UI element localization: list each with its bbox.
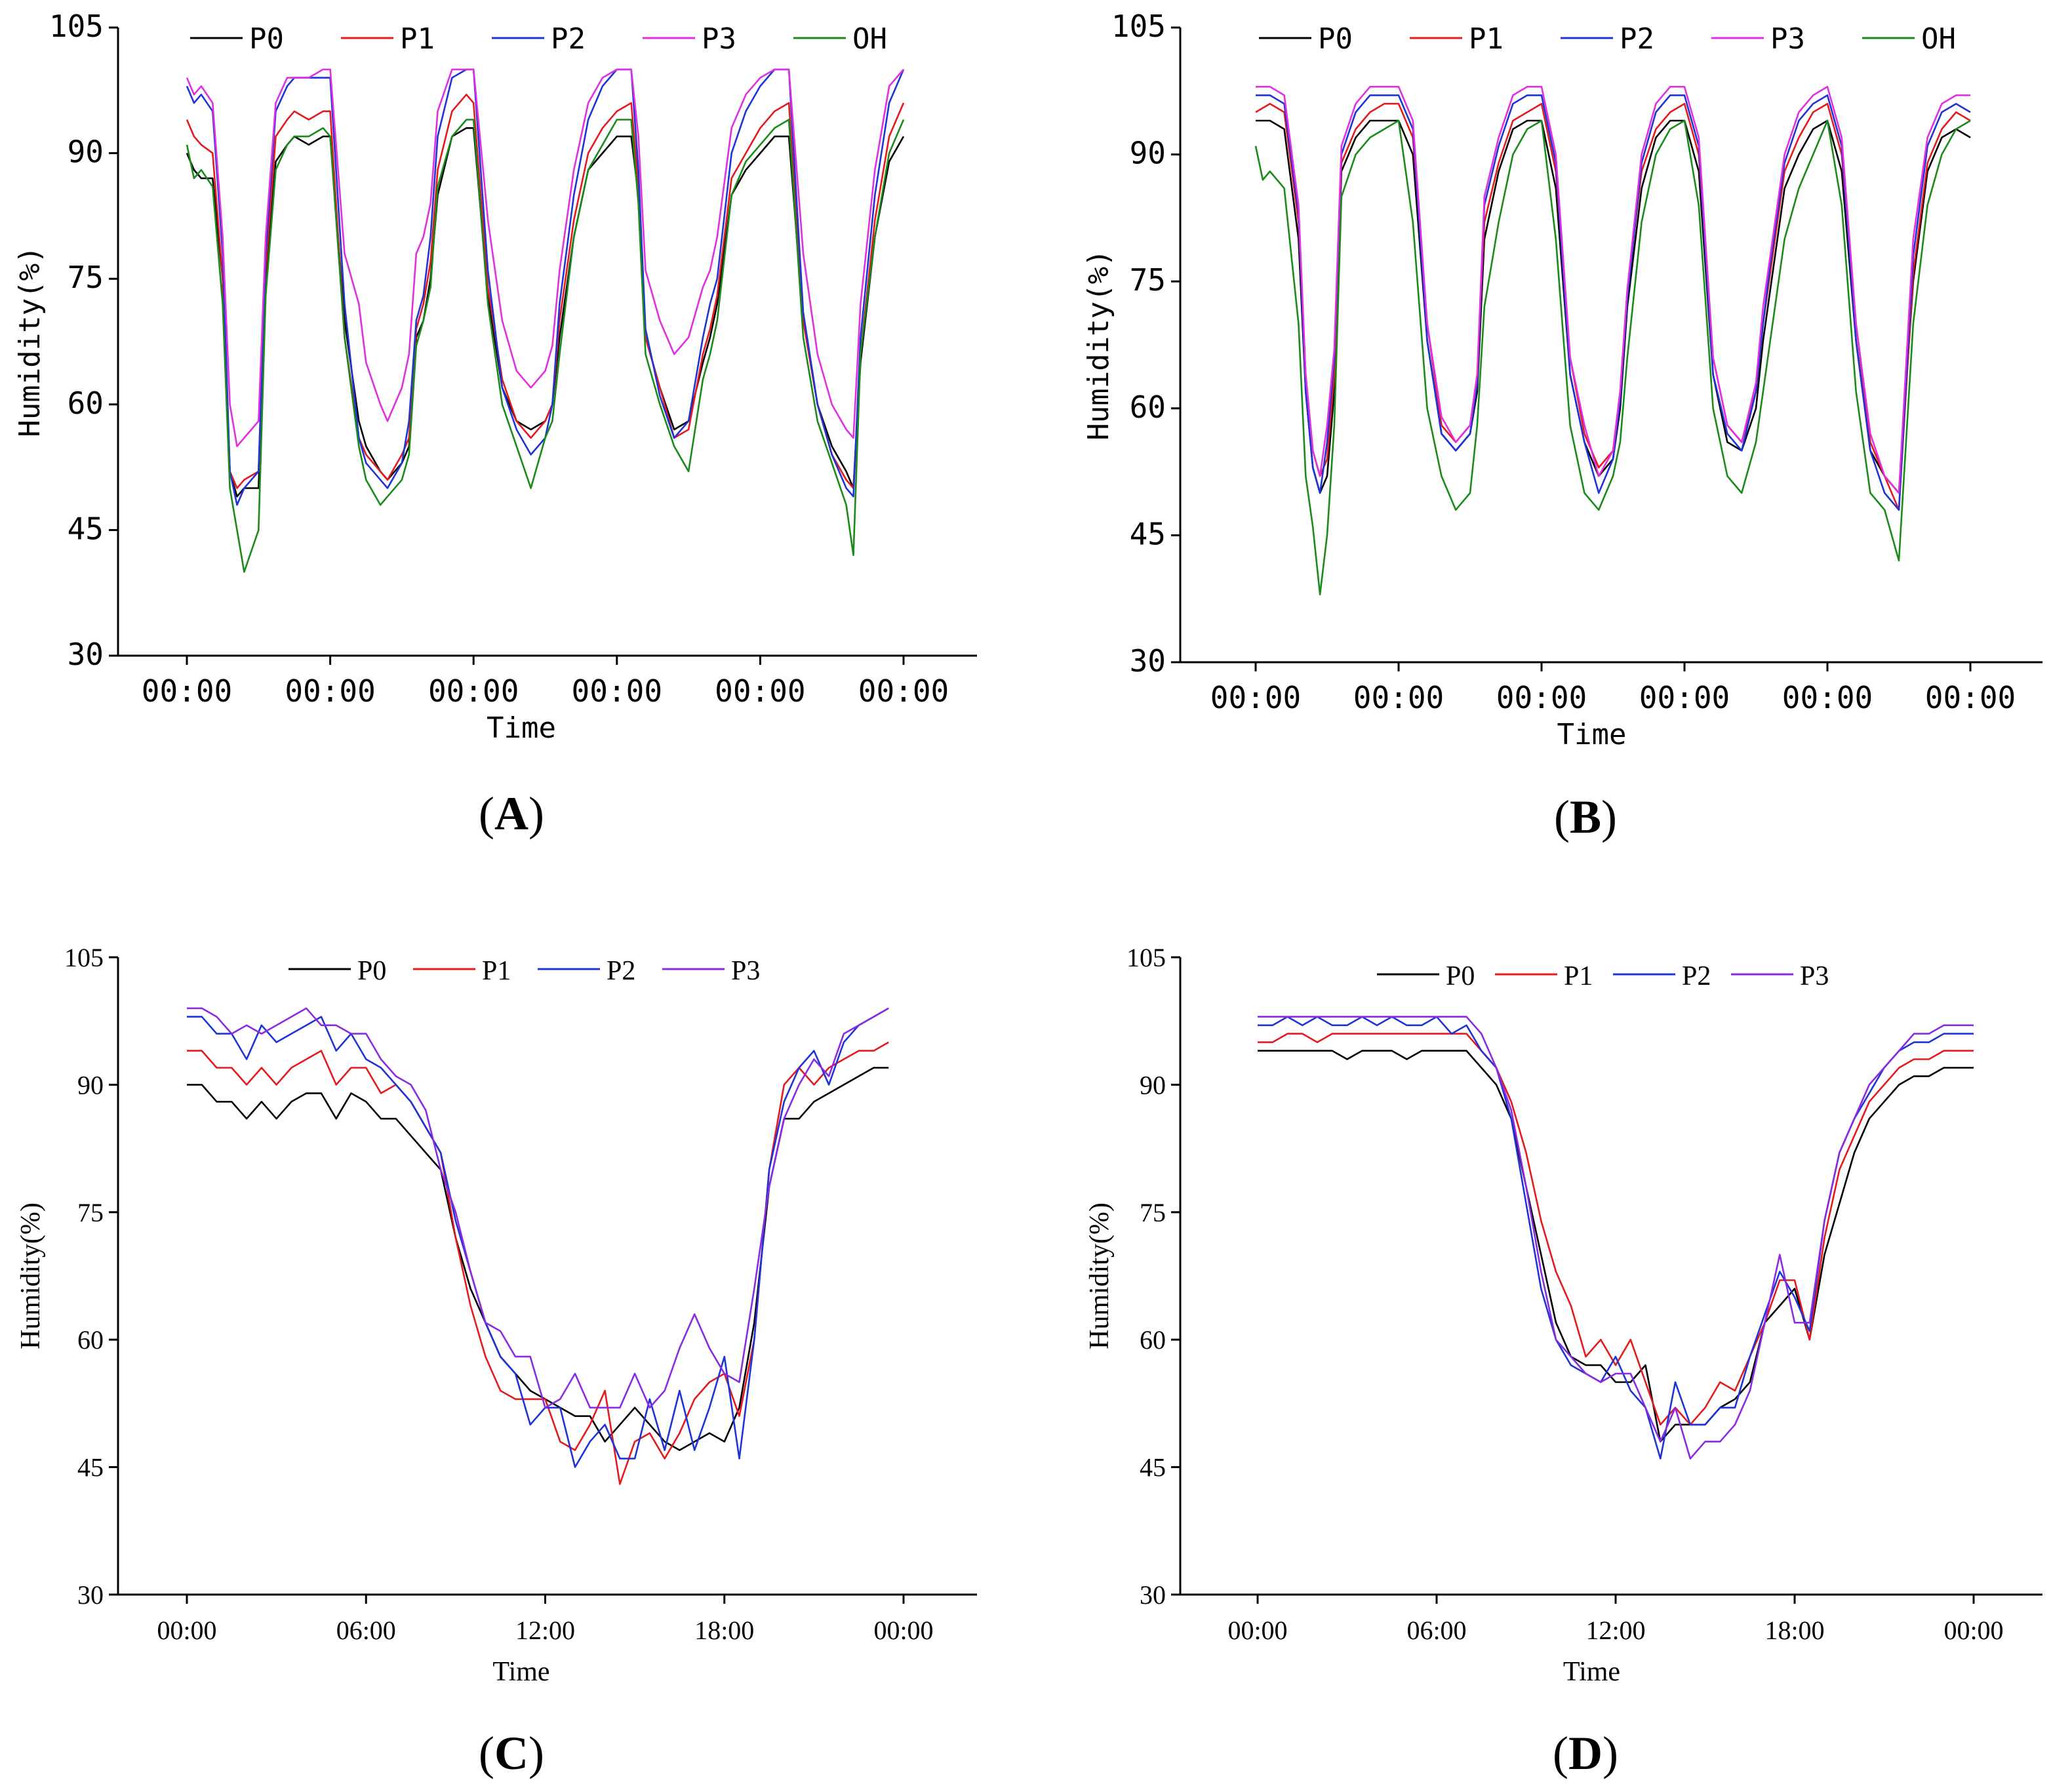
- series-line-p0: [1258, 1050, 1974, 1442]
- x-tick-label: 18:00: [1764, 1616, 1824, 1645]
- legend-label-p0: P0: [1318, 22, 1353, 56]
- chart-panel-c: 30 45 60 75 90 105 00:00 06:00 12:00 18:00 00:00 Ti…: [16, 943, 977, 1779]
- y-tick-label: 60: [68, 386, 104, 421]
- x-tick-label: 12:00: [515, 1616, 575, 1645]
- y-tick-label: 45: [1130, 516, 1166, 551]
- y-tick-label: 30: [68, 637, 104, 672]
- x-tick-label: 00:00: [1353, 680, 1444, 715]
- legend-label-p1: P1: [400, 22, 435, 56]
- x-tick-label: 00:00: [428, 673, 519, 709]
- y-tick-label: 45: [1140, 1453, 1166, 1482]
- chart-panel-b: 30 45 60 75 90 105 00:00 00:00 00:00 00:00 00:00 00…: [1082, 9, 2042, 843]
- x-tick-label: 00:00: [157, 1616, 216, 1645]
- legend-label-p3: P3: [731, 956, 760, 986]
- y-tick-label: 45: [77, 1453, 104, 1482]
- y-tick-label: 105: [49, 9, 104, 44]
- x-tick-label: 18:00: [694, 1616, 754, 1645]
- series-line-p2: [1256, 94, 1971, 511]
- series-line-p1: [186, 93, 905, 489]
- y-tick-label: 105: [1126, 943, 1166, 972]
- x-tick-label: 00:00: [285, 673, 375, 709]
- x-tick-label: 00:00: [142, 673, 232, 709]
- y-tick-label: 75: [68, 260, 104, 295]
- x-tick-label: 00:00: [873, 1616, 933, 1645]
- series-line-p2: [186, 68, 905, 506]
- y-tick-label: 60: [77, 1325, 104, 1355]
- series-line-p3: [187, 1007, 889, 1409]
- series-line-p2: [187, 1007, 889, 1468]
- legend-label-p2: P2: [607, 956, 635, 986]
- y-tick-label: 105: [64, 943, 104, 972]
- y-tick-label: 75: [77, 1198, 104, 1227]
- series-line-oh: [1254, 119, 1971, 596]
- legend-label-p0: P0: [249, 22, 284, 56]
- series-line-p3: [1258, 1016, 1974, 1460]
- legend-label-oh: OH: [852, 22, 887, 56]
- x-tick-label: 06:00: [336, 1616, 396, 1645]
- legend-label-p0: P0: [357, 956, 386, 986]
- legend-label-p3: P3: [1800, 961, 1829, 991]
- y-axis-title: Humidity(%): [1085, 1202, 1115, 1349]
- y-axis-title: Humidity(%): [1082, 249, 1115, 440]
- x-axis-title: Time: [487, 711, 556, 745]
- y-tick-label: 90: [1140, 1070, 1166, 1100]
- series-line-p1: [1258, 1033, 1974, 1426]
- series-line-p0: [186, 127, 905, 498]
- panel-label: (B): [1554, 791, 1617, 843]
- y-tick-label: 30: [1140, 1580, 1166, 1610]
- y-tick-label: 60: [1130, 389, 1166, 425]
- series-line-p2: [1258, 1016, 1974, 1460]
- panel-label: (C): [479, 1727, 544, 1779]
- legend-label-p2: P2: [1620, 22, 1654, 56]
- x-tick-label: 00:00: [572, 673, 662, 709]
- legend-label-p2: P2: [1682, 961, 1711, 991]
- series-line-p1: [1255, 102, 1971, 511]
- series-line-p3: [186, 68, 904, 448]
- legend-label-p2: P2: [551, 22, 586, 56]
- legend-label-p1: P1: [482, 956, 511, 986]
- legend-label-oh: OH: [1921, 22, 1956, 56]
- chart-panel-a: 30 45 60 75 90 105 00:00 00:00 00:00 00:00 00:00 00…: [13, 9, 977, 840]
- legend-label-p3: P3: [702, 22, 736, 56]
- panel-label: (D): [1553, 1727, 1618, 1779]
- x-tick-label: 00:00: [1496, 680, 1587, 715]
- legend-label-p3: P3: [1770, 22, 1805, 56]
- x-tick-label: 00:00: [1925, 680, 2016, 715]
- y-tick-label: 45: [68, 511, 104, 546]
- y-tick-label: 30: [1130, 643, 1166, 679]
- y-tick-label: 90: [1130, 136, 1166, 171]
- x-tick-label: 12:00: [1585, 1616, 1645, 1645]
- x-axis-title: Time: [1557, 718, 1627, 751]
- y-tick-label: 90: [77, 1070, 104, 1100]
- y-tick-label: 75: [1130, 262, 1166, 298]
- x-tick-label: 00:00: [1943, 1616, 2003, 1645]
- x-tick-label: 00:00: [1227, 1616, 1287, 1645]
- x-axis-title: Time: [1563, 1657, 1620, 1687]
- y-tick-label: 105: [1111, 9, 1166, 44]
- panel-label: (A): [479, 787, 544, 840]
- y-tick-label: 75: [1140, 1198, 1166, 1227]
- series-line-p3: [1256, 86, 1970, 494]
- x-tick-label: 00:00: [858, 673, 949, 709]
- y-tick-label: 60: [1140, 1325, 1166, 1355]
- x-tick-label: 00:00: [1639, 680, 1730, 715]
- legend-label-p1: P1: [1469, 22, 1504, 56]
- y-axis-title: Humidity(%): [16, 1202, 46, 1349]
- y-tick-label: 90: [68, 134, 104, 170]
- x-tick-label: 06:00: [1406, 1616, 1466, 1645]
- series-line-oh: [186, 119, 905, 573]
- x-tick-label: 00:00: [1782, 680, 1873, 715]
- x-tick-label: 00:00: [1210, 680, 1301, 715]
- x-axis-title: Time: [492, 1657, 549, 1687]
- chart-panel-d: 30 45 60 75 90 105 00:00 06:00 12:00 18:00 00:00 Ti…: [1085, 943, 2042, 1779]
- y-tick-label: 30: [77, 1580, 104, 1610]
- y-axis-title: Humidity(%): [13, 246, 47, 437]
- legend-label-p0: P0: [1446, 961, 1475, 991]
- legend-label-p1: P1: [1564, 961, 1593, 991]
- x-tick-label: 00:00: [715, 673, 805, 709]
